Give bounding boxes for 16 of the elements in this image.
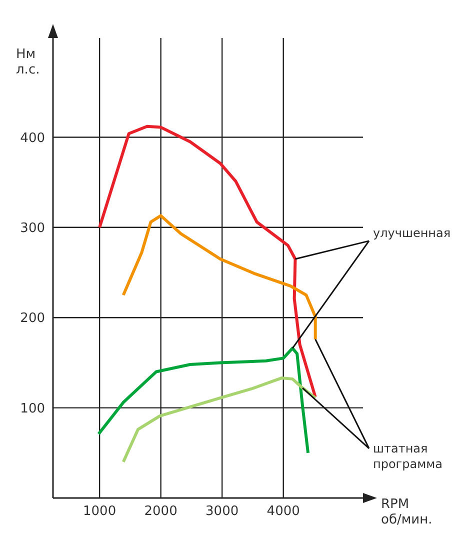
- x-tick-label: 2000: [144, 504, 178, 520]
- y-tick-label: 200: [20, 311, 45, 326]
- y-tick-label: 400: [20, 130, 45, 146]
- line-series: [97, 346, 310, 454]
- line-series: [122, 214, 317, 341]
- x-tick-label: 4000: [266, 504, 300, 520]
- y-tick-label: 300: [20, 221, 45, 236]
- line-series: [122, 376, 317, 464]
- x-tick-label: 1000: [83, 504, 116, 520]
- x-tick-label: 3000: [206, 504, 239, 520]
- y-tick-label: 100: [20, 401, 45, 416]
- annotation: штатная программа: [373, 441, 443, 471]
- line-series: [98, 124, 317, 398]
- x-axis-title: RPM об/мин.: [381, 497, 432, 528]
- annotation: улучшенная: [373, 226, 451, 240]
- y-axis-title: Нм л.с.: [16, 47, 40, 78]
